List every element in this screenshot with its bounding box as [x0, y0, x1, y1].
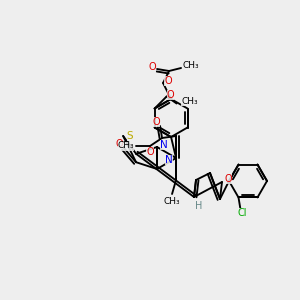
Text: O: O	[148, 62, 156, 72]
Text: O: O	[224, 174, 232, 184]
Text: O: O	[115, 139, 123, 149]
Text: CH₃: CH₃	[164, 196, 180, 206]
Text: N: N	[160, 140, 168, 150]
Text: O: O	[146, 147, 154, 157]
Text: O: O	[152, 117, 160, 127]
Text: N: N	[165, 155, 173, 165]
Text: S: S	[127, 131, 134, 141]
Text: CH₃: CH₃	[181, 97, 198, 106]
Text: H: H	[195, 201, 203, 211]
Text: O: O	[164, 76, 172, 86]
Text: CH₃: CH₃	[118, 142, 134, 151]
Text: Cl: Cl	[238, 208, 247, 218]
Text: O: O	[167, 89, 174, 100]
Text: CH₃: CH₃	[183, 61, 200, 70]
